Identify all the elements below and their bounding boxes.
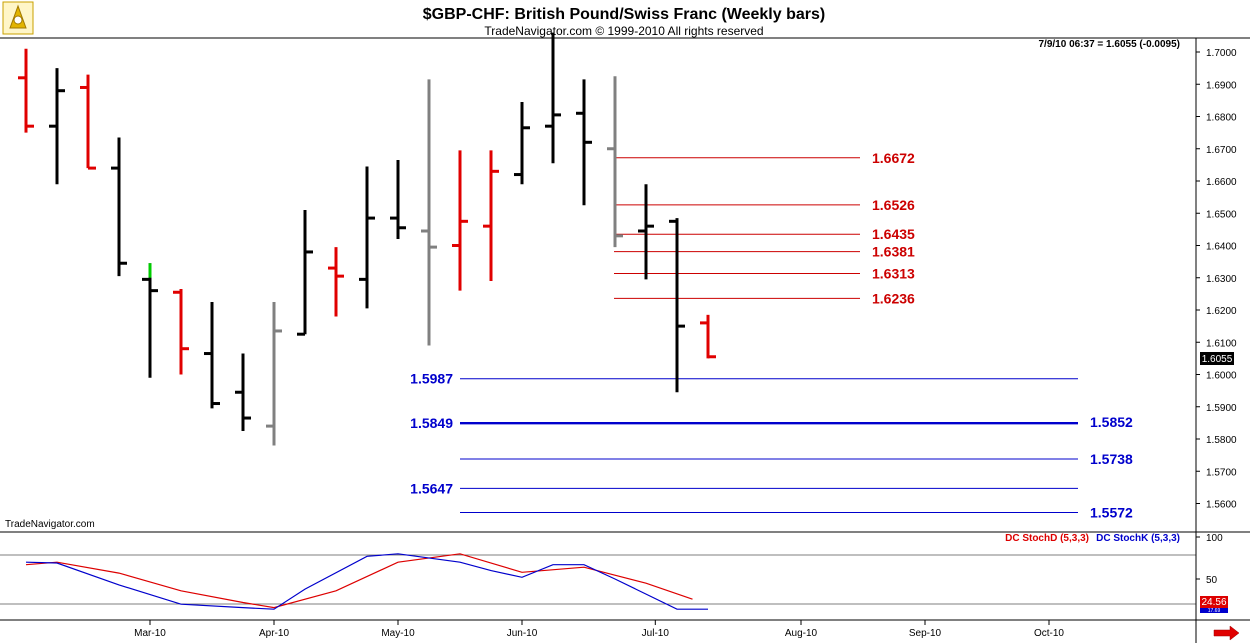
legend-stochd: DC StochD (5,3,3) [1005, 533, 1089, 544]
ohlc-bar [576, 79, 592, 206]
price-tick-label: 1.5800 [1206, 435, 1237, 446]
last-price-tag: 1.6055 [1200, 352, 1234, 365]
ohlc-bar [297, 210, 313, 336]
ohlc-bar [111, 137, 127, 277]
price-bars [18, 32, 716, 446]
ohlc-bar [235, 353, 251, 431]
indicator-tick-label: 100 [1206, 533, 1223, 544]
stochd-last-value: 24.56 [1201, 597, 1226, 608]
time-tick-label: Jun-10 [507, 628, 538, 639]
price-tick-label: 1.6100 [1206, 338, 1237, 349]
support-label-left: 1.5647 [410, 480, 453, 496]
resistance-label: 1.6435 [872, 226, 915, 242]
indicator-axis: 100 50 [1196, 533, 1223, 586]
price-tick-label: 1.6300 [1206, 274, 1237, 285]
stoch-value-tags: 24.56 17.69 [1200, 596, 1228, 614]
price-axis: 1.7000 1.6900 1.6800 1.6700 1.6600 1.6500 1.64… [1196, 48, 1237, 511]
price-tick-label: 1.7000 [1206, 48, 1237, 59]
price-tick-label: 1.5900 [1206, 403, 1237, 414]
resistance-label: 1.6381 [872, 244, 915, 260]
watermark: TradeNavigator.com [5, 519, 95, 530]
time-axis: Mar-10 Apr-10 May-10 Jun-10 Jul-10 Aug-10 Sep-… [134, 620, 1064, 639]
legend-stochk: DC StochK (5,3,3) [1096, 533, 1180, 544]
ohlc-bar [49, 68, 65, 185]
resistance-label: 1.6313 [872, 266, 915, 282]
price-tick-label: 1.5600 [1206, 500, 1237, 511]
ohlc-bar [328, 247, 344, 317]
price-tick-label: 1.5700 [1206, 467, 1237, 478]
time-tick-label: Aug-10 [785, 628, 818, 639]
arrow-right-icon[interactable] [1212, 625, 1240, 641]
ohlc-bar [142, 263, 158, 378]
ohlc-bar [173, 289, 189, 375]
ohlc-bar [80, 74, 96, 170]
ohlc-bar [452, 150, 468, 291]
price-tick-label: 1.6600 [1206, 177, 1237, 188]
ohlc-bar [638, 184, 654, 280]
time-tick-label: Jul-10 [642, 628, 670, 639]
price-tick-label: 1.6200 [1206, 306, 1237, 317]
chart-title: $GBP-CHF: British Pound/Swiss Franc (Wee… [423, 6, 825, 23]
price-tick-label: 1.6800 [1206, 113, 1237, 124]
ohlc-bar [669, 218, 685, 393]
price-tick-label: 1.6700 [1206, 145, 1237, 156]
ohlc-bar [700, 314, 716, 359]
resistance-label: 1.6526 [872, 197, 915, 213]
ohlc-bar [514, 101, 530, 185]
last-price-text: 1.6055 [1202, 354, 1233, 365]
time-tick-label: May-10 [381, 628, 415, 639]
stochk-last-value: 17.69 [1208, 608, 1221, 614]
ohlc-bar [390, 160, 406, 240]
price-tick-label: 1.6000 [1206, 371, 1237, 382]
ohlc-bar [421, 79, 437, 346]
support-label-left: 1.5987 [410, 371, 453, 387]
support-label-left: 1.5849 [410, 415, 453, 431]
levels-layer: 1.6672 1.6526 1.6435 1.6381 1.6313 1.6236 1.59… [410, 150, 1133, 521]
ohlc-bar [359, 166, 375, 309]
indicator-lines [25, 553, 708, 610]
chart-subtitle: TradeNavigator.com © 1999-2010 All right… [484, 24, 763, 38]
time-tick-label: Oct-10 [1034, 628, 1064, 639]
stochk-line [25, 553, 708, 610]
ohlc-bar [545, 32, 561, 164]
ohlc-bar [18, 48, 34, 133]
ohlc-bar [266, 301, 282, 446]
support-label-right: 1.5572 [1090, 505, 1133, 521]
grid-layer [0, 37, 1250, 643]
time-tick-label: Mar-10 [134, 628, 166, 639]
stochd-line [25, 553, 693, 609]
last-quote: 7/9/10 06:37 = 1.6055 (-0.0095) [1039, 39, 1181, 50]
ohlc-bar [204, 301, 220, 409]
price-tick-label: 1.6900 [1206, 80, 1237, 91]
ohlc-bar [483, 150, 499, 281]
price-tick-label: 1.6500 [1206, 209, 1237, 220]
price-tick-label: 1.6400 [1206, 242, 1237, 253]
support-label-right: 1.5738 [1090, 451, 1133, 467]
time-tick-label: Apr-10 [259, 628, 289, 639]
resistance-label: 1.6672 [872, 150, 915, 166]
logo-icon [2, 1, 34, 35]
indicator-tick-label: 50 [1206, 575, 1218, 586]
resistance-label: 1.6236 [872, 290, 915, 306]
ohlc-bar [607, 76, 623, 248]
support-label-right: 1.5852 [1090, 414, 1133, 430]
time-tick-label: Sep-10 [909, 628, 942, 639]
